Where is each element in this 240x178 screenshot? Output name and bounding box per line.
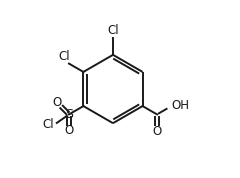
Text: Cl: Cl (58, 50, 70, 63)
Text: O: O (152, 125, 162, 138)
Text: O: O (53, 96, 62, 109)
Text: Cl: Cl (42, 119, 54, 132)
Text: O: O (64, 124, 74, 137)
Text: S: S (65, 108, 73, 121)
Text: Cl: Cl (107, 24, 119, 37)
Text: OH: OH (172, 99, 190, 112)
